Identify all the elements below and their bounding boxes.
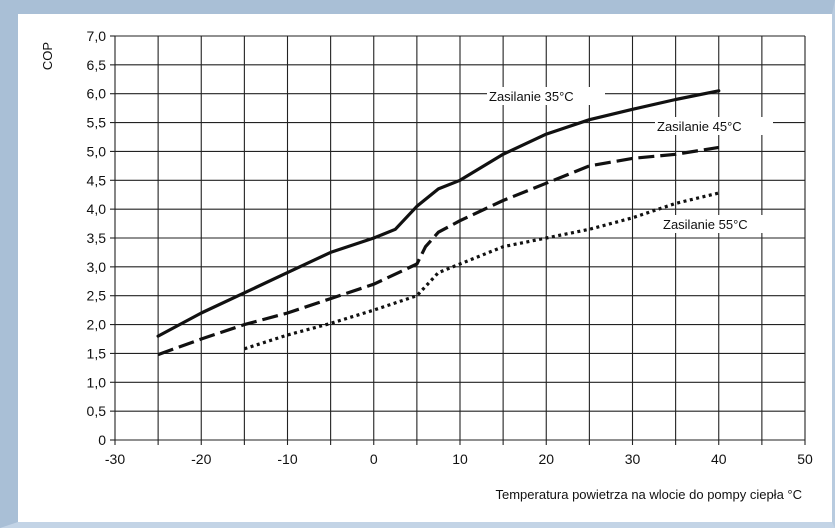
x-axis-title: Temperatura powietrza na wlocie do pompy… bbox=[495, 487, 802, 502]
x-tick-label: -30 bbox=[105, 451, 125, 467]
x-tick-label: 50 bbox=[797, 451, 813, 467]
series-line-2 bbox=[157, 145, 720, 357]
y-tick-label: 3,5 bbox=[87, 230, 107, 246]
y-axis-title: COP bbox=[40, 42, 55, 70]
y-tick-label: 2,0 bbox=[87, 317, 107, 333]
series-labels: Zasilanie 35°C Zasilanie 45°C Zasilanie 55… bbox=[487, 87, 779, 233]
series-label-background bbox=[661, 215, 779, 233]
series-label-background bbox=[487, 87, 605, 105]
y-tick-label: 7,0 bbox=[87, 28, 107, 44]
y-tick-label: 1,0 bbox=[87, 374, 107, 390]
x-tick-label: 30 bbox=[625, 451, 641, 467]
series-line-3 bbox=[243, 191, 720, 351]
x-tick-label: -20 bbox=[191, 451, 211, 467]
y-tick-label: 0,5 bbox=[87, 403, 107, 419]
x-tick-label: 10 bbox=[452, 451, 468, 467]
axes bbox=[110, 35, 806, 445]
y-tick-label: 3,0 bbox=[87, 259, 107, 275]
series-line-1 bbox=[156, 89, 721, 338]
x-tick-label: -10 bbox=[277, 451, 297, 467]
series-label-3: Zasilanie 55°C bbox=[663, 217, 748, 232]
y-tick-label: 0 bbox=[98, 432, 106, 448]
y-tick-labels: 0 0,5 1,0 1,5 2,0 2,5 3,0 3,5 4,0 4,5 5,0 5,5 6,0 6,5… bbox=[87, 28, 107, 448]
series-label-background bbox=[655, 117, 773, 135]
y-tick-label: 1,5 bbox=[87, 345, 107, 361]
x-tick-label: 0 bbox=[370, 451, 378, 467]
y-tick-label: 4,0 bbox=[87, 201, 107, 217]
y-tick-label: 6,5 bbox=[87, 57, 107, 73]
y-tick-label: 5,0 bbox=[87, 143, 107, 159]
x-tick-label: 40 bbox=[711, 451, 727, 467]
series-lines bbox=[156, 89, 721, 357]
x-tick-label: 20 bbox=[538, 451, 554, 467]
x-tick-labels: -30 -20 -10 0 10 20 30 40 50 bbox=[105, 451, 813, 467]
y-tick-label: 2,5 bbox=[87, 288, 107, 304]
series-label-1: Zasilanie 35°C bbox=[489, 89, 574, 104]
series-label-2: Zasilanie 45°C bbox=[657, 119, 742, 134]
y-tick-label: 5,5 bbox=[87, 115, 107, 131]
y-tick-label: 4,5 bbox=[87, 172, 107, 188]
grid bbox=[114, 35, 806, 441]
y-tick-label: 6,0 bbox=[87, 86, 107, 102]
